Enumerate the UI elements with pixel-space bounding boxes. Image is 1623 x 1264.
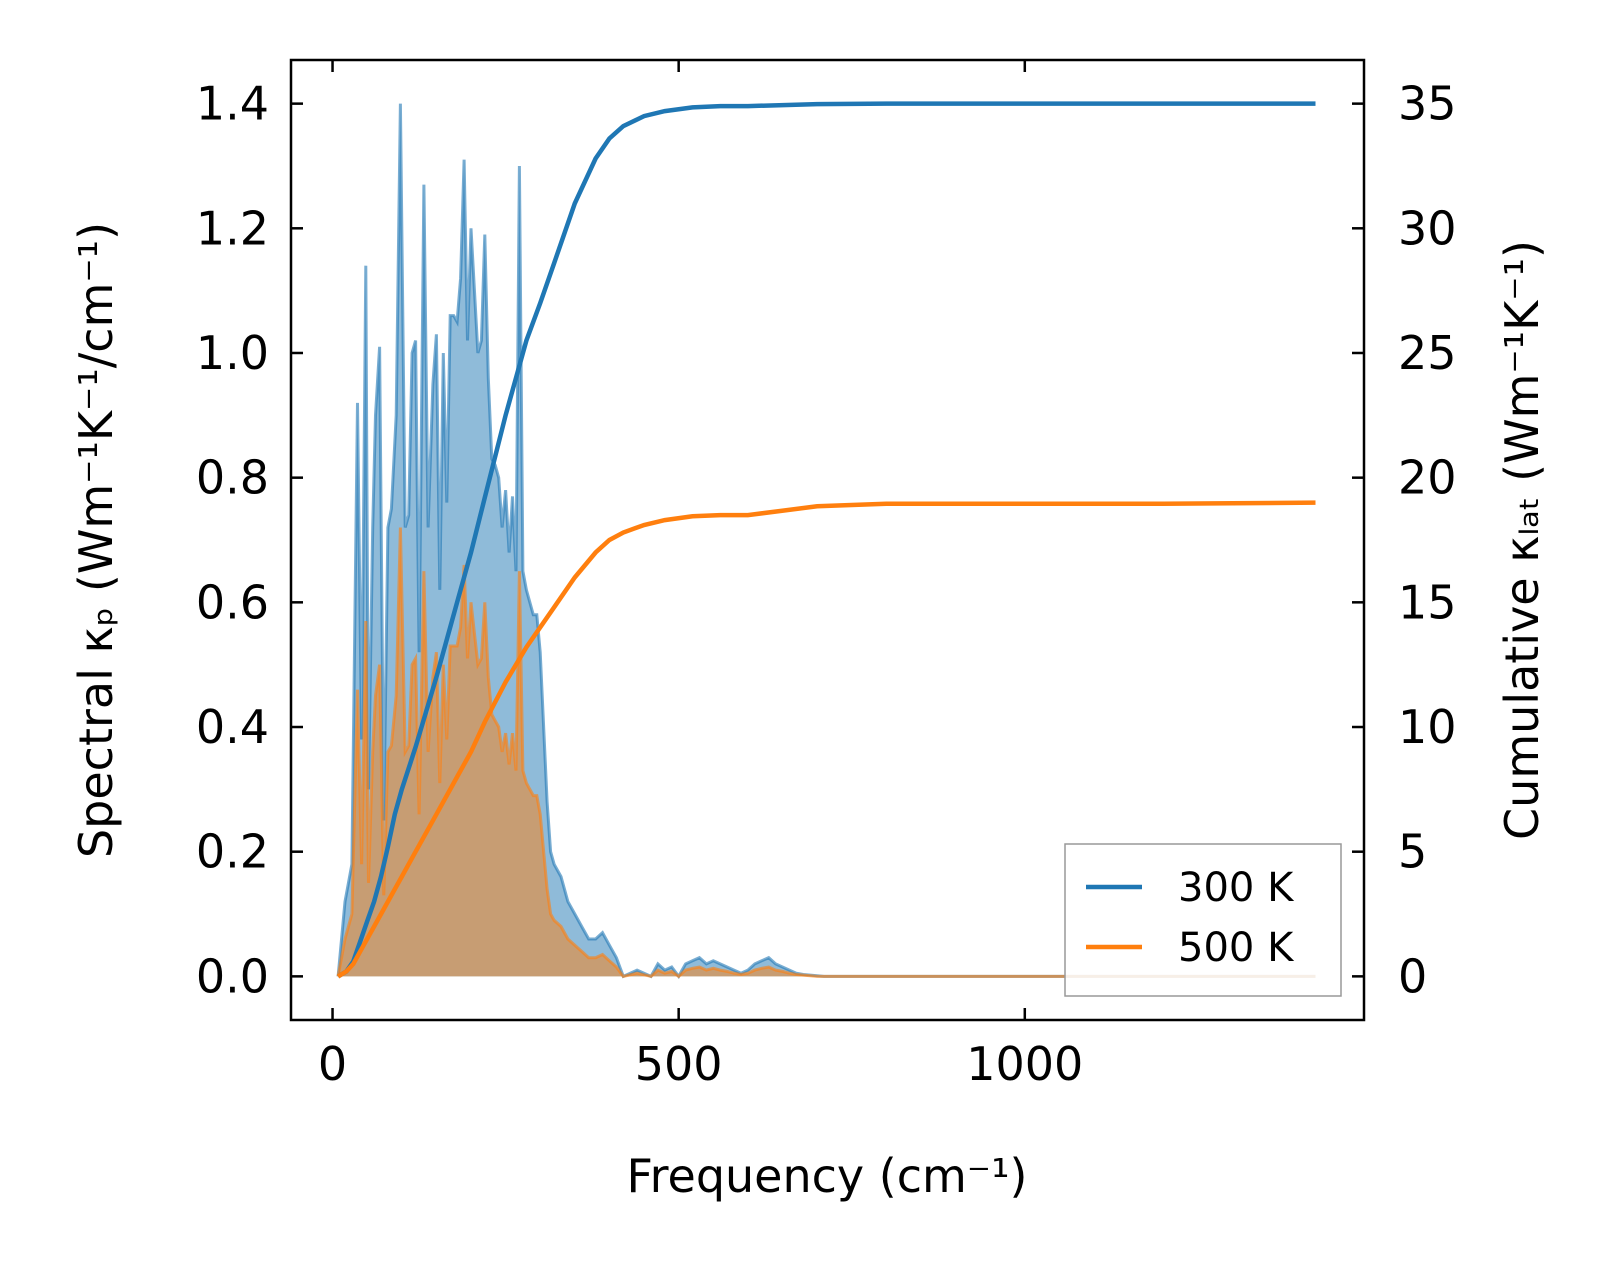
cumulative-line-300k <box>336 101 1316 979</box>
spectral-areas <box>336 103 1316 980</box>
y-left-tick-label: 0.4 <box>196 700 269 754</box>
y-right-tick-label: 30 <box>1398 201 1457 255</box>
x-axis-ticks: 0 500 1000 <box>318 60 1083 1091</box>
y-right-axis-ticks: 0 5 10 15 20 25 30 35 <box>1352 77 1457 1003</box>
y-left-tick-label: 0.6 <box>196 575 269 629</box>
y-right-tick-label: 5 <box>1398 825 1427 879</box>
legend-label-300k: 300 K <box>1178 865 1295 911</box>
y-right-axis-title: Cumulative κₗₐₜ (Wm⁻¹K⁻¹) <box>1495 240 1549 840</box>
cumulative-lines <box>336 101 1316 979</box>
y-left-tick-label: 1.0 <box>196 326 269 380</box>
x-axis-title: Frequency (cm⁻¹) <box>627 1149 1028 1203</box>
y-left-axis-title: Spectral κₚ (Wm⁻¹K⁻¹/cm⁻¹) <box>69 222 123 858</box>
y-left-tick-label: 1.4 <box>196 77 269 131</box>
x-tick-label: 1000 <box>966 1037 1083 1091</box>
y-left-tick-label: 0.8 <box>196 451 269 505</box>
legend-label-500k: 500 K <box>1178 925 1295 971</box>
y-left-tick-label: 1.2 <box>196 201 269 255</box>
y-right-tick-label: 25 <box>1398 326 1457 380</box>
cumulative-line-500k <box>336 500 1316 979</box>
y-right-tick-label: 20 <box>1398 451 1457 505</box>
spectral-line-500k <box>336 527 1316 979</box>
y-right-tick-label: 35 <box>1398 77 1457 131</box>
y-right-tick-label: 15 <box>1398 575 1457 629</box>
x-tick-label: 0 <box>318 1037 347 1091</box>
spectral-area-500k <box>338 527 1316 977</box>
y-right-tick-label: 10 <box>1398 700 1457 754</box>
y-right-tick-label: 0 <box>1398 949 1427 1003</box>
y-left-axis-ticks: 0.0 0.2 0.4 0.6 0.8 1.0 1.2 1.4 <box>196 77 303 1003</box>
y-left-tick-label: 0.0 <box>196 949 269 1003</box>
legend-box <box>1064 843 1342 997</box>
legend: 300 K 500 K <box>1064 843 1342 997</box>
y-left-tick-label: 0.2 <box>196 825 269 879</box>
plot-frame <box>289 58 1366 1022</box>
x-tick-label: 500 <box>635 1037 723 1091</box>
